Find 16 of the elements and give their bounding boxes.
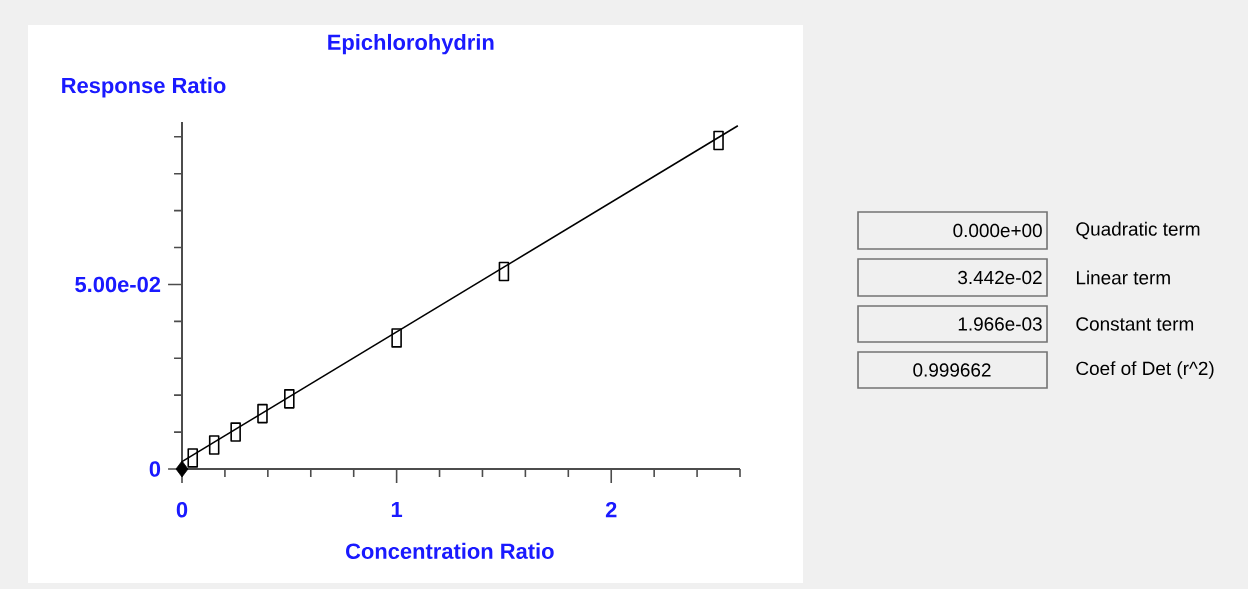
text: Constant term [1076, 317, 1194, 331]
text: 3.442e-02 [958, 270, 1042, 285]
x-tick-label: 1 [391, 501, 403, 518]
text: 1.966e-03 [958, 317, 1042, 331]
x-tick-label: 2 [605, 501, 617, 518]
text: 0.000e+00 [953, 223, 1042, 238]
text: 0.999662 [913, 363, 991, 377]
text: Linear term [1076, 270, 1170, 285]
x-axis-title: Concentration Ratio [346, 542, 554, 559]
text: Quadratic term [1076, 221, 1200, 240]
text: Coef of Det (r^2) [1076, 361, 1214, 379]
x-tick-label: 0 [176, 501, 188, 518]
y-tick-label: 5.00e-02 [75, 276, 161, 293]
chart-title: Epichlorohydrin [328, 33, 494, 55]
y-axis-title: Response Ratio [62, 77, 226, 98]
point [175, 460, 189, 478]
